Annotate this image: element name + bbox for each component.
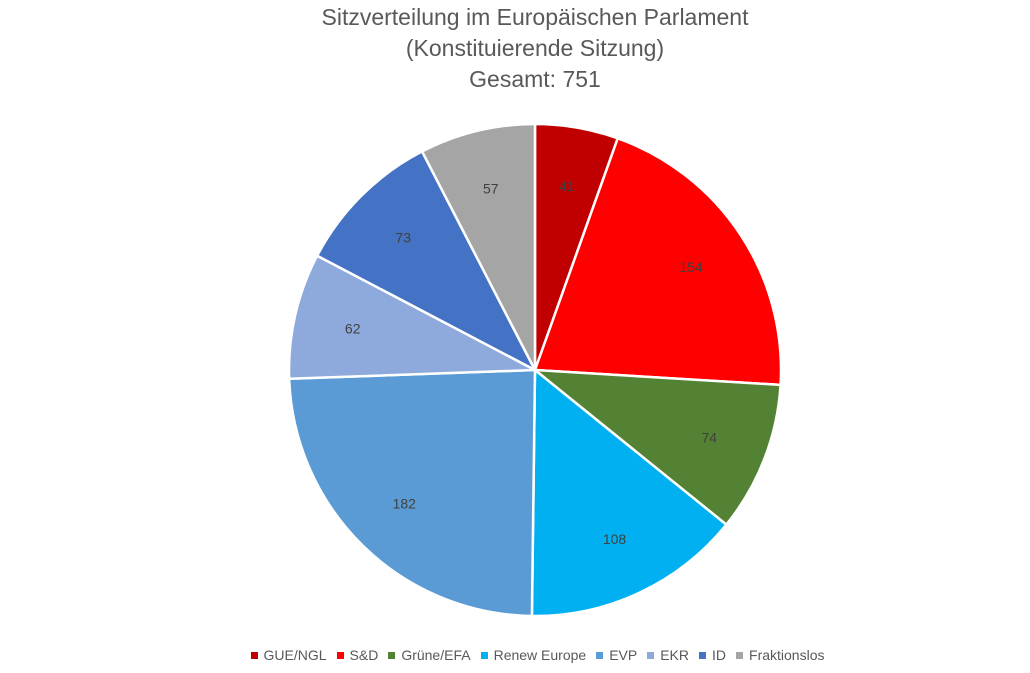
legend-item-grüne-efa: Grüne/EFA (388, 647, 471, 663)
legend-label: ID (712, 647, 727, 663)
chart-title-line-1: Sitzverteilung im Europäischen Parlament (321, 4, 749, 30)
chart-legend: GUE/NGL S&D Grüne/EFA Renew Europe EVP EKR ID F… (0, 647, 1030, 663)
legend-swatch (736, 651, 744, 659)
legend-item-gue-ngl: GUE/NGL (250, 647, 327, 663)
legend-item-id: ID (699, 647, 726, 663)
legend-label: Fraktionslos (749, 647, 825, 663)
pie-slice-s-d (533, 137, 783, 387)
legend-label: EVP (609, 647, 638, 663)
pie-slices (287, 122, 783, 618)
pie-slice-renew-europe (530, 368, 728, 618)
chart-title-line-2: (Konstituierende Sitzung) (405, 35, 665, 61)
pie-slice-evp (287, 368, 537, 618)
legend-swatch (699, 651, 707, 659)
chart-title: Sitzverteilung im Europäischen Parlament… (0, 2, 1030, 95)
pie-slice-fraktionslos (420, 122, 537, 372)
legend-label: EKR (660, 647, 690, 663)
legend-item-ekr: EKR (647, 647, 689, 663)
legend-label: Grüne/EFA (401, 647, 471, 663)
legend-label: S&D (349, 647, 379, 663)
legend-item-fraktionslos: Fraktionslos (736, 647, 824, 663)
legend-label: GUE/NGL (263, 647, 327, 663)
data-label-grüne-efa: 74 (702, 430, 718, 446)
data-label-s-d: 154 (679, 259, 703, 275)
legend-item-evp: EVP (596, 647, 637, 663)
data-label-evp: 182 (393, 496, 417, 512)
chart-title-line-3: Gesamt: 751 (469, 66, 601, 92)
legend-item-s-d: S&D (336, 647, 379, 663)
pie-slice-id (315, 150, 537, 372)
legend-swatch (480, 651, 488, 659)
legend-swatch (388, 651, 396, 659)
legend-label: Renew Europe (493, 647, 587, 663)
legend-item-renew-europe: Renew Europe (480, 647, 587, 663)
data-label-gue-ngl: 41 (559, 178, 575, 194)
legend-swatch (250, 651, 258, 659)
legend-swatch (647, 651, 655, 659)
pie-slice-grüne-efa (533, 368, 782, 526)
data-label-renew-europe: 108 (603, 531, 627, 547)
legend-swatch (596, 651, 604, 659)
pie-slice-ekr (287, 254, 537, 380)
pie-data-labels: 41 154 74 108 182 62 73 57 (345, 178, 717, 547)
data-label-ekr: 62 (345, 321, 361, 337)
data-label-id: 73 (395, 229, 411, 245)
legend-swatch (336, 651, 344, 659)
data-label-fraktionslos: 57 (483, 180, 499, 196)
